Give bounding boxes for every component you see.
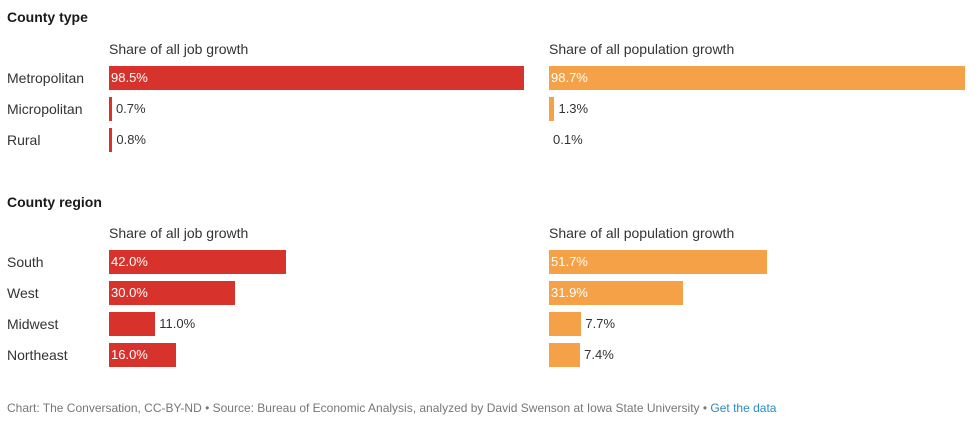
bar-job (109, 128, 113, 152)
bar-job (109, 343, 177, 367)
bar-pop (549, 281, 684, 305)
category-label: Metropolitan (7, 70, 85, 86)
column-header: Share of all population growth (549, 225, 735, 241)
data-label: 42.0% (111, 254, 148, 269)
category-label: Rural (7, 132, 41, 148)
data-label: 98.7% (551, 70, 588, 85)
data-label: 16.0% (111, 347, 148, 362)
section-title: County region (7, 194, 102, 210)
data-label: 0.8% (116, 132, 146, 147)
category-label: Midwest (7, 316, 59, 332)
section-title: County type (7, 9, 88, 25)
category-label: Micropolitan (7, 101, 83, 117)
category-label: South (7, 254, 44, 270)
bar-job (109, 66, 524, 90)
bar-pop (549, 343, 581, 367)
data-label: 11.0% (159, 316, 196, 331)
column-header: Share of all job growth (109, 225, 249, 241)
chart-footer: Chart: The Conversation, CC-BY-ND • Sour… (7, 401, 776, 415)
column-header: Share of all population growth (549, 41, 735, 57)
data-label: 0.7% (115, 101, 146, 116)
bar-job (109, 250, 286, 274)
column-header: Share of all job growth (109, 41, 249, 57)
category-label: West (7, 285, 39, 301)
data-label: 7.4% (584, 347, 614, 362)
category-label: Northeast (7, 347, 68, 363)
source-credit: Chart: The Conversation, CC-BY-ND • Sour… (7, 401, 711, 415)
bar-pop (549, 97, 555, 121)
data-label: 51.7% (551, 254, 588, 269)
data-label: 7.7% (585, 316, 616, 331)
data-label: 31.9% (551, 285, 588, 300)
data-label: 1.3% (558, 101, 589, 116)
data-label: 98.5% (111, 70, 148, 85)
bar-pop (549, 66, 965, 90)
data-label: 30.0% (111, 285, 148, 300)
bar-job (109, 281, 236, 305)
data-label: 0.1% (553, 132, 583, 147)
bar-pop (549, 250, 767, 274)
bar-pop (549, 312, 582, 336)
bar-job (109, 97, 112, 121)
bar-job (109, 312, 156, 336)
get-the-data-link[interactable]: Get the data (710, 401, 777, 415)
